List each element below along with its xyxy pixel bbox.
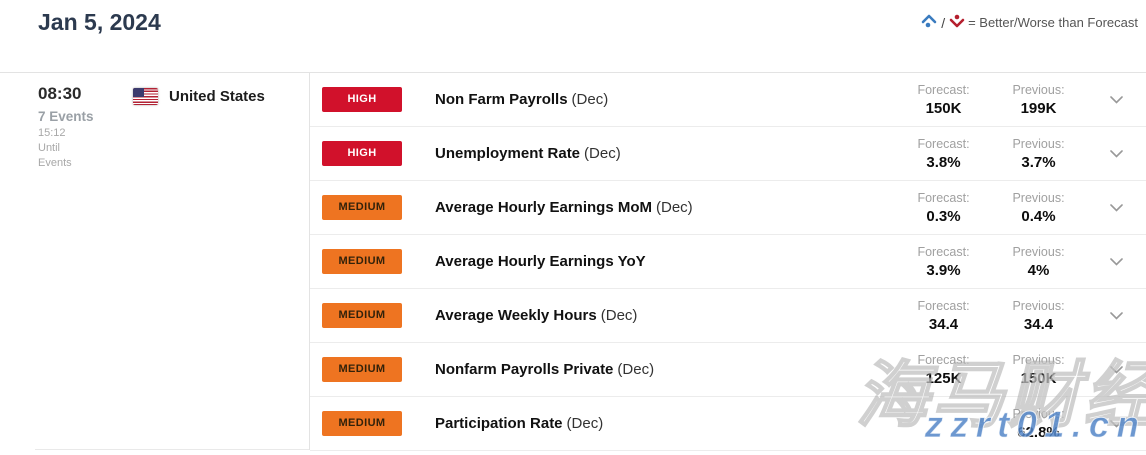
forecast-column: Forecast: 0.3%: [917, 190, 970, 225]
session-countdown: 15:12: [38, 127, 66, 139]
event-title: Non Farm Payrolls (Dec): [435, 91, 609, 108]
importance-badge: HIGH: [322, 87, 402, 112]
event-title: Participation Rate (Dec): [435, 415, 604, 432]
chevron-down-icon[interactable]: [1086, 311, 1146, 320]
previous-column: Previous: 4%: [1012, 244, 1065, 279]
forecast-column: Forecast: 3.9%: [917, 244, 970, 279]
session-events-count: 7 Events: [38, 109, 94, 124]
forecast-column: Forecast: 125K: [917, 352, 970, 387]
event-row-nonfarm-payrolls-private[interactable]: MEDIUM Nonfarm Payrolls Private (Dec) For…: [310, 343, 1146, 397]
event-title: Average Weekly Hours (Dec): [435, 307, 638, 324]
event-rows: HIGH Non Farm Payrolls (Dec) Forecast: 15…: [310, 73, 1146, 451]
page-title: Jan 5, 2024: [38, 9, 161, 35]
legend-text: = Better/Worse than Forecast: [968, 15, 1138, 30]
left-col-bottom-border: [35, 449, 309, 450]
session-info: 08:30 7 Events 15:12 Until Events United…: [0, 73, 310, 450]
forecast-column: [896, 414, 991, 434]
event-row-participation-rate[interactable]: MEDIUM Participation Rate (Dec) Previous:…: [310, 397, 1146, 451]
importance-badge: MEDIUM: [322, 195, 402, 220]
session-time-block: 08:30 7 Events 15:12 Until Events: [38, 84, 94, 169]
forecast-column: Forecast: 34.4: [917, 298, 970, 333]
event-row-avg-hourly-earnings-mom[interactable]: MEDIUM Average Hourly Earnings MoM (Dec) …: [310, 181, 1146, 235]
chevron-down-icon[interactable]: [1086, 365, 1146, 374]
better-than-forecast-icon: [921, 14, 937, 31]
importance-badge: HIGH: [322, 141, 402, 166]
chevron-down-icon[interactable]: [1086, 203, 1146, 212]
country-block: United States: [133, 88, 265, 105]
worse-than-forecast-icon: [949, 14, 965, 31]
chevron-down-icon[interactable]: [1086, 419, 1146, 428]
forecast-column: Forecast: 3.8%: [917, 136, 970, 171]
importance-badge: MEDIUM: [322, 303, 402, 328]
event-row-avg-hourly-earnings-yoy[interactable]: MEDIUM Average Hourly Earnings YoY Forec…: [310, 235, 1146, 289]
session-time: 08:30: [38, 84, 82, 103]
forecast-legend: / = Better/Worse than Forecast: [921, 14, 1138, 31]
importance-badge: MEDIUM: [322, 249, 402, 274]
previous-column: Previous: 0.4%: [1012, 190, 1065, 225]
session-events-label: Events: [38, 157, 72, 169]
event-row-avg-weekly-hours[interactable]: MEDIUM Average Weekly Hours (Dec) Forecas…: [310, 289, 1146, 343]
importance-badge: MEDIUM: [322, 357, 402, 382]
event-title: Average Hourly Earnings MoM (Dec): [435, 199, 693, 216]
previous-column: Previous: 62.8%: [1012, 406, 1065, 441]
chevron-down-icon[interactable]: [1086, 95, 1146, 104]
event-row-non-farm-payrolls[interactable]: HIGH Non Farm Payrolls (Dec) Forecast: 15…: [310, 73, 1146, 127]
chevron-down-icon[interactable]: [1086, 257, 1146, 266]
header-divider: [0, 72, 1146, 73]
legend-separator: /: [941, 14, 946, 31]
us-flag-icon: [133, 88, 158, 105]
importance-badge: MEDIUM: [322, 411, 402, 436]
previous-column: Previous: 34.4: [1012, 298, 1065, 333]
forecast-column: Forecast: 150K: [917, 82, 970, 117]
chevron-down-icon[interactable]: [1086, 149, 1146, 158]
country-name: United States: [169, 88, 265, 105]
session-until-label: Until: [38, 142, 61, 154]
previous-column: Previous: 150K: [1012, 352, 1065, 387]
previous-column: Previous: 199K: [1012, 82, 1065, 117]
previous-column: Previous: 3.7%: [1012, 136, 1065, 171]
event-title: Average Hourly Earnings YoY: [435, 253, 646, 270]
event-row-unemployment-rate[interactable]: HIGH Unemployment Rate (Dec) Forecast: 3.…: [310, 127, 1146, 181]
event-title: Unemployment Rate (Dec): [435, 145, 621, 162]
event-title: Nonfarm Payrolls Private (Dec): [435, 361, 655, 378]
